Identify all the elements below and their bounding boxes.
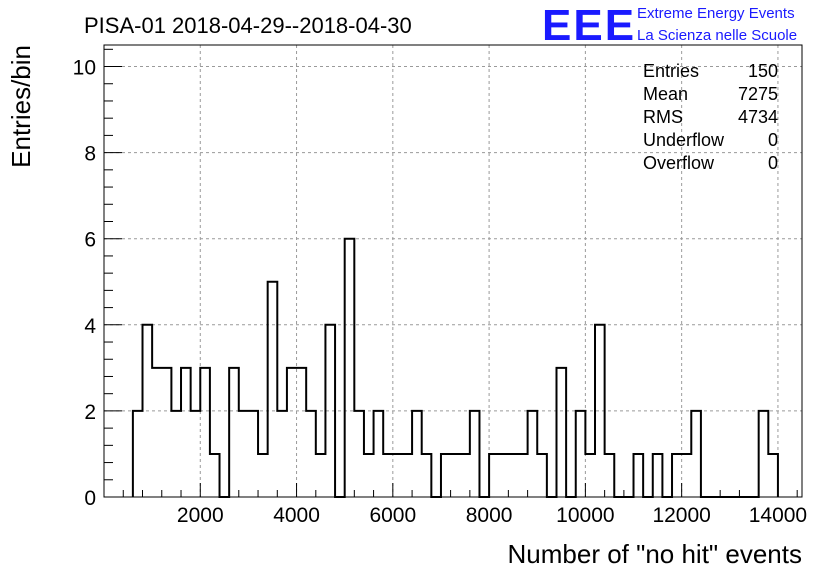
histogram-bin [191, 411, 201, 497]
eee-logo-mark: EEE [542, 1, 636, 50]
histogram-bin [412, 411, 422, 497]
histogram-bin [393, 454, 403, 497]
axes [103, 44, 803, 498]
x-tick-label: 2000 [177, 504, 224, 527]
stats-label: Overflow [643, 153, 715, 173]
x-tick-label: 12000 [652, 504, 710, 527]
stats-label: RMS [643, 107, 683, 127]
stats-value: 150 [748, 61, 778, 81]
histogram-bin [518, 454, 528, 497]
y-tick-label: 4 [84, 315, 96, 338]
histogram-bin [470, 411, 480, 497]
chart-title: PISA-01 2018-04-29--2018-04-30 [84, 13, 412, 38]
x-tick-label: 8000 [466, 504, 513, 527]
histogram-bin [556, 368, 566, 497]
histogram-bin [239, 411, 249, 497]
stats-box: Entries 150 Mean 7275 RMS 4734 Underflow 0 Overf… [643, 61, 778, 173]
histogram-bin [460, 454, 470, 497]
histogram-bin [287, 368, 297, 497]
stats-value: 4734 [738, 107, 778, 127]
histogram-bin [306, 411, 316, 497]
histogram-bin [653, 454, 663, 497]
x-axis-label: Number of "no hit" events [508, 539, 803, 569]
histogram-bin [162, 368, 172, 497]
eee-logo: EEE Extreme Energy Events La Scienza nel… [542, 1, 797, 50]
histogram-bin [508, 454, 518, 497]
histogram-bin [537, 454, 547, 497]
histogram-bin [345, 239, 355, 497]
x-tick-label: 14000 [749, 504, 807, 527]
eee-logo-line2: La Scienza nelle Scuole [637, 27, 797, 44]
histogram-bin [229, 368, 239, 497]
histogram-bin [374, 411, 384, 497]
histogram-bin [576, 411, 586, 497]
x-tick-label: 4000 [273, 504, 320, 527]
histogram-bin [634, 454, 644, 497]
histogram-bin [585, 454, 595, 497]
histogram-bin [499, 454, 509, 497]
histogram-bin [297, 368, 307, 497]
histogram-bin [402, 454, 412, 497]
y-axis-label: Entries/bin [6, 45, 36, 168]
histogram-bin [248, 411, 258, 497]
histogram-bin [672, 454, 682, 497]
stats-label: Mean [643, 84, 688, 104]
histogram-bin [277, 411, 287, 497]
histogram-bin [364, 454, 374, 497]
stats-label: Underflow [643, 130, 725, 150]
histogram-bin [316, 454, 326, 497]
histogram-bin [181, 368, 191, 497]
histogram-bin [200, 368, 210, 497]
y-tick-label: 2 [84, 401, 96, 424]
x-tick-label: 10000 [556, 504, 614, 527]
plot-frame [103, 44, 803, 498]
histogram-bin [133, 411, 143, 497]
stats-label: Entries [643, 61, 699, 81]
tick-labels: 2000 4000 6000 8000 10000 12000 14000 0 2 4 6 8 10 [73, 57, 807, 527]
y-tick-label: 10 [73, 57, 96, 80]
histogram-bin [489, 454, 499, 497]
histogram-bin [258, 454, 268, 497]
histogram-bin [759, 411, 769, 497]
stats-value: 7275 [738, 84, 778, 104]
histogram-bin [682, 454, 692, 497]
stats-value: 0 [768, 130, 778, 150]
histogram-bin [691, 411, 701, 497]
y-tick-label: 8 [84, 143, 96, 166]
x-tick-label: 6000 [369, 504, 416, 527]
histogram-bin [268, 282, 278, 497]
histogram-bin [451, 454, 461, 497]
histogram-bin [768, 454, 778, 497]
histogram-bin [383, 454, 393, 497]
histogram-outline [131, 237, 779, 498]
histogram-bin [605, 454, 615, 497]
histogram-bin [441, 454, 451, 497]
histogram-bars [131, 237, 779, 498]
y-tick-label: 0 [84, 487, 96, 510]
histogram-bin [152, 368, 162, 497]
histogram-bin [171, 411, 181, 497]
grid-lines [104, 45, 802, 497]
eee-logo-line1: Extreme Energy Events [637, 5, 795, 22]
histogram-bin [354, 411, 364, 497]
histogram-bin [422, 454, 432, 497]
histogram-bin [210, 454, 220, 497]
y-tick-label: 6 [84, 229, 96, 252]
histogram-bin [528, 411, 538, 497]
stats-value: 0 [768, 153, 778, 173]
